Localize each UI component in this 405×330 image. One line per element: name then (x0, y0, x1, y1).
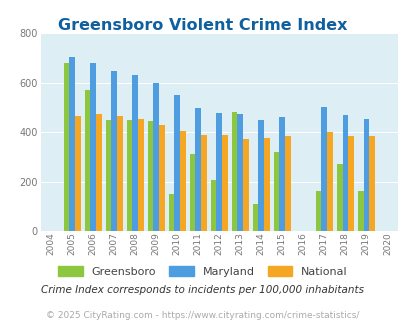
Bar (138, 119, 143, 231)
Text: Crime Index corresponds to incidents per 100,000 inhabitants: Crime Index corresponds to incidents per… (41, 285, 364, 295)
Bar (111, 71, 117, 231)
Bar (200, 135, 206, 231)
Bar (258, 120, 264, 231)
Bar (84, 90, 90, 231)
Bar (326, 132, 332, 231)
Bar (126, 120, 132, 231)
Bar (342, 115, 347, 231)
Bar (273, 152, 279, 231)
Bar (117, 116, 122, 231)
Bar (210, 180, 216, 231)
Legend: Greensboro, Maryland, National: Greensboro, Maryland, National (53, 261, 352, 281)
Bar (347, 136, 353, 231)
Bar (69, 56, 75, 231)
Bar (264, 138, 269, 231)
Bar (368, 136, 374, 231)
Bar (90, 63, 96, 231)
Bar (147, 121, 153, 231)
Bar (159, 125, 164, 231)
Bar (231, 112, 237, 231)
Bar (64, 63, 69, 231)
Bar (362, 119, 368, 231)
Bar (321, 107, 326, 231)
Bar (237, 114, 243, 231)
Bar (195, 108, 200, 231)
Bar (75, 116, 81, 231)
Bar (132, 75, 138, 231)
Bar (174, 95, 179, 231)
Bar (284, 136, 290, 231)
Bar (168, 194, 174, 231)
Bar (189, 154, 195, 231)
Bar (315, 191, 321, 231)
Bar (153, 83, 159, 231)
Bar (252, 204, 258, 231)
Text: Greensboro Violent Crime Index: Greensboro Violent Crime Index (58, 18, 347, 33)
Bar (179, 131, 185, 231)
Bar (96, 114, 101, 231)
Bar (243, 139, 248, 231)
Bar (216, 113, 222, 231)
Text: © 2025 CityRating.com - https://www.cityrating.com/crime-statistics/: © 2025 CityRating.com - https://www.city… (46, 311, 359, 320)
Bar (105, 120, 111, 231)
Bar (279, 117, 284, 231)
Bar (357, 191, 362, 231)
Bar (336, 164, 342, 231)
Bar (222, 135, 227, 231)
